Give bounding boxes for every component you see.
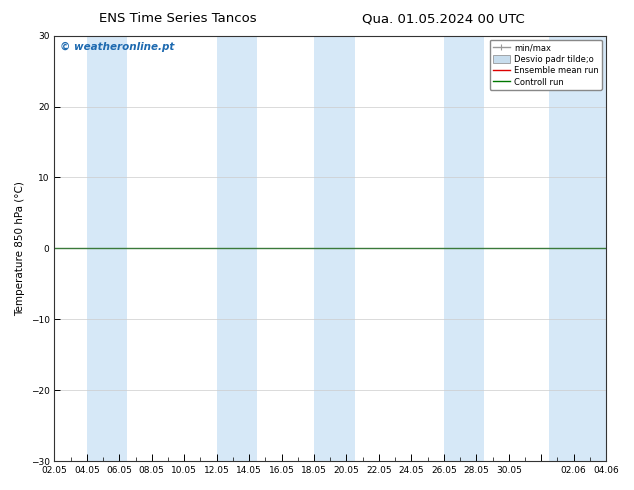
Text: Qua. 01.05.2024 00 UTC: Qua. 01.05.2024 00 UTC: [363, 12, 525, 25]
Bar: [217, 36, 257, 461]
Bar: [314, 36, 354, 461]
Text: © weatheronline.pt: © weatheronline.pt: [60, 42, 174, 52]
Legend: min/max, Desvio padr tilde;o, Ensemble mean run, Controll run: min/max, Desvio padr tilde;o, Ensemble m…: [489, 40, 602, 90]
Y-axis label: Temperature 850 hPa (°C): Temperature 850 hPa (°C): [15, 181, 25, 316]
Text: ENS Time Series Tancos: ENS Time Series Tancos: [99, 12, 256, 25]
Bar: [444, 36, 484, 461]
Bar: [87, 36, 127, 461]
Bar: [549, 36, 606, 461]
